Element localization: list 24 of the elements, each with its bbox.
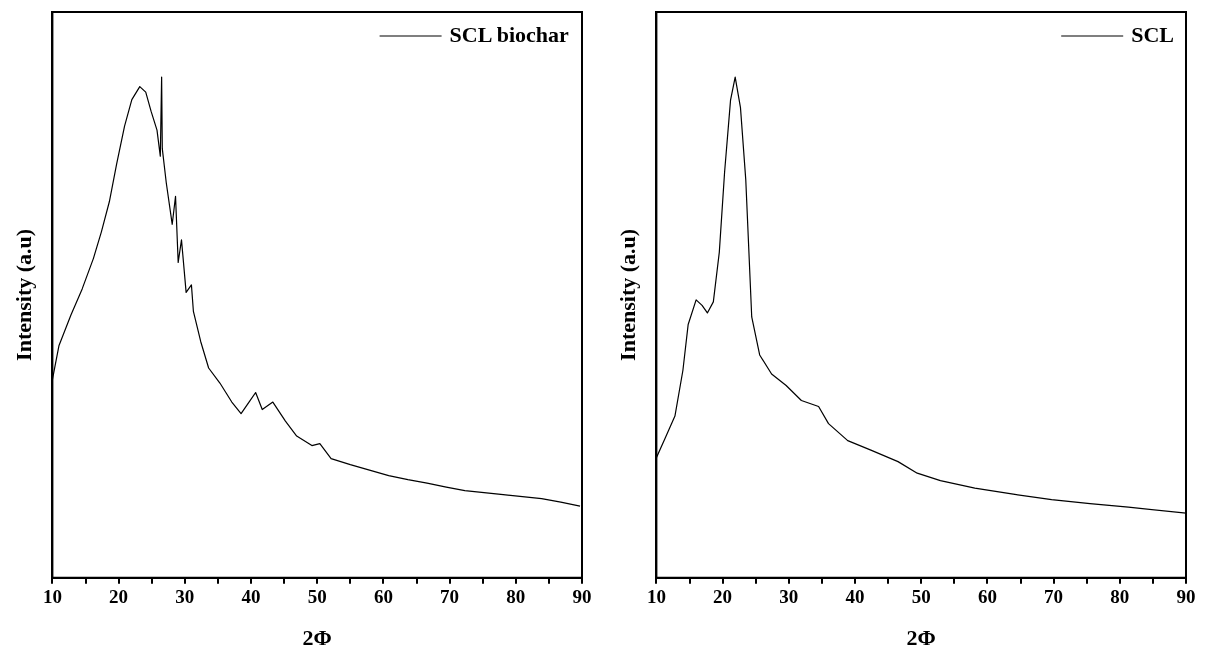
x-tick-label: 70 [1044, 586, 1064, 608]
y-axis-title: Intensity (a.u) [614, 228, 640, 361]
y-axis-title: Intensity (a.u) [10, 228, 36, 361]
x-axis-title: 2Φ [302, 625, 332, 651]
x-tick-label: 50 [911, 586, 931, 608]
x-tick-label: 70 [440, 586, 460, 608]
x-tick-label: 50 [307, 586, 327, 608]
x-tick-label: 20 [713, 586, 733, 608]
x-tick-label: 40 [241, 586, 261, 608]
x-tick-label: 30 [779, 586, 799, 608]
legend-label: SCL [1131, 21, 1174, 47]
x-tick-label: 30 [175, 586, 195, 608]
x-tick-label: 10 [42, 586, 62, 608]
x-tick-label: 80 [1110, 586, 1130, 608]
x-tick-label: 10 [646, 586, 666, 608]
x-axis-title: 2Φ [906, 625, 936, 651]
x-tick-label: 40 [845, 586, 865, 608]
x-tick-label: 60 [977, 586, 997, 608]
legend-label: SCL biochar [449, 21, 570, 47]
x-tick-label: 90 [1176, 586, 1196, 608]
x-tick-label: 80 [506, 586, 526, 608]
x-tick-label: 60 [373, 586, 393, 608]
x-tick-label: 90 [572, 586, 592, 608]
x-tick-label: 20 [109, 586, 129, 608]
